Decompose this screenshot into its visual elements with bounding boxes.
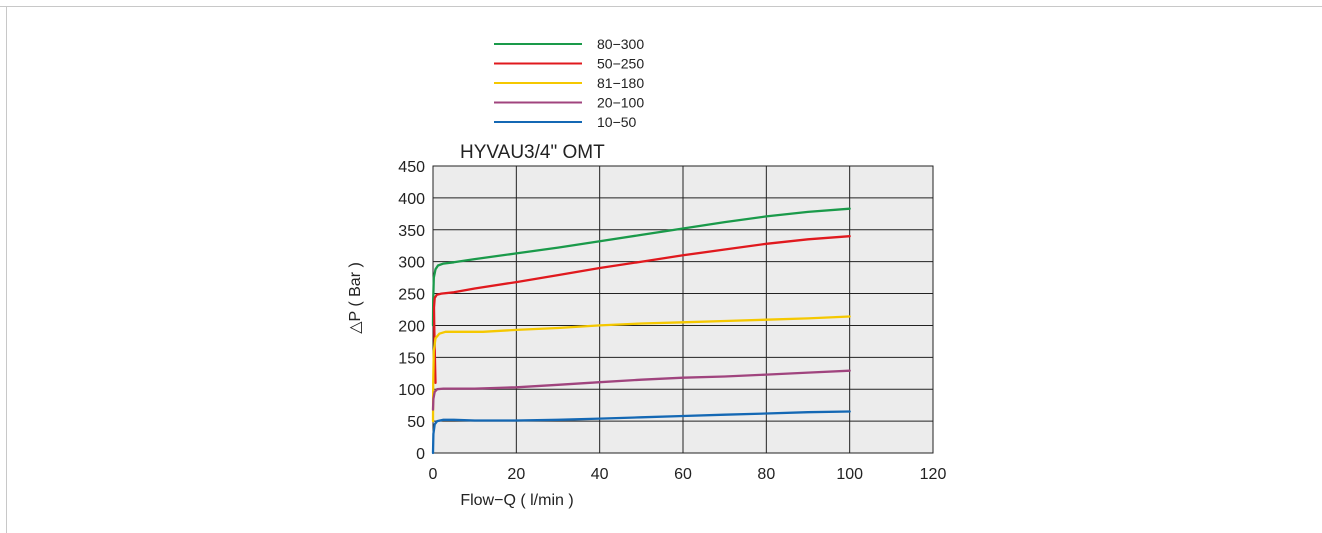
y-tick-label: 350 <box>398 223 425 240</box>
y-tick-label: 250 <box>398 287 425 304</box>
x-axis-label: Flow−Q ( l/min ) <box>460 492 573 509</box>
chart-series <box>431 207 851 455</box>
y-tick-label: 300 <box>398 255 425 272</box>
series-line <box>431 410 851 455</box>
y-tick-label: 150 <box>398 350 425 367</box>
chart-title: HYVAU3/4" OMT <box>460 142 605 163</box>
x-tick-label: 60 <box>674 466 692 483</box>
x-axis-ticks: 0 20 40 60 80 100 120 <box>429 466 947 483</box>
x-tick-label: 20 <box>507 466 525 483</box>
y-tick-label: 0 <box>416 446 425 463</box>
legend-label: 20−100 <box>597 95 644 111</box>
legend-label: 50−250 <box>597 56 644 72</box>
legend-label: 10−50 <box>597 114 637 130</box>
series-line <box>431 207 851 327</box>
x-tick-label: 40 <box>591 466 609 483</box>
y-tick-label: 50 <box>407 414 425 431</box>
y-tick-label: 400 <box>398 191 425 208</box>
y-tick-label: 100 <box>398 382 425 399</box>
x-tick-label: 100 <box>836 466 863 483</box>
y-axis-ticks: 0 50 100 150 200 250 300 350 400 450 <box>398 159 425 463</box>
y-tick-label: 200 <box>398 318 425 335</box>
x-tick-label: 120 <box>920 466 947 483</box>
y-tick-label: 450 <box>398 159 425 176</box>
series-line <box>431 369 851 411</box>
legend-label: 81−180 <box>597 75 644 91</box>
series-line <box>432 235 851 384</box>
x-tick-label: 0 <box>429 466 438 483</box>
frame-top-border <box>0 6 1322 7</box>
chart-legend: 80−300 50−250 81−180 20−100 10−50 <box>494 36 644 130</box>
x-tick-label: 80 <box>757 466 775 483</box>
frame-left-border <box>6 6 7 533</box>
legend-label: 80−300 <box>597 36 644 52</box>
series-line <box>431 315 851 423</box>
y-axis-label: △P ( Bar ) <box>347 262 364 334</box>
